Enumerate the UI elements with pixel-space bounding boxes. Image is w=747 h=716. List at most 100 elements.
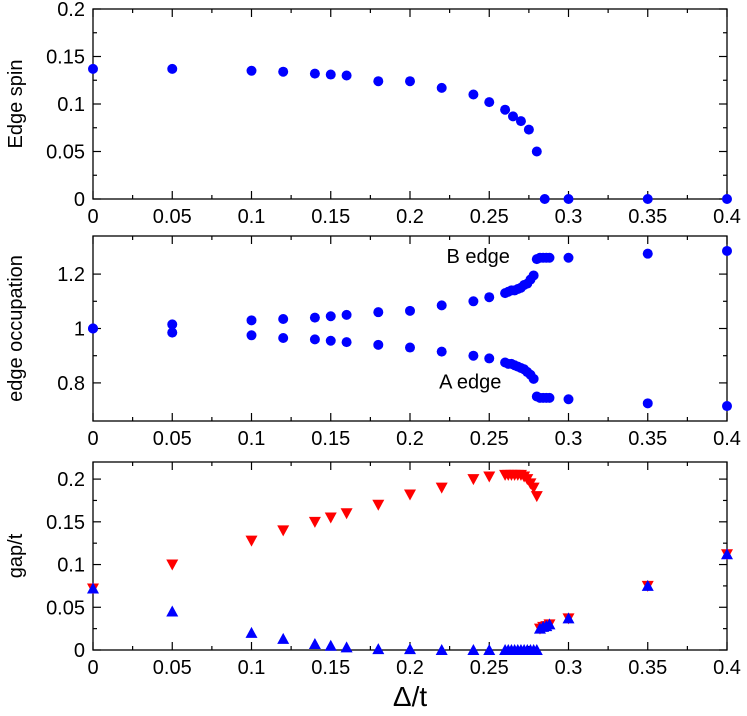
plot-frame	[92, 8, 728, 200]
data-point	[467, 644, 480, 655]
x-tick-label: 0.2	[396, 657, 424, 679]
data-point	[167, 319, 178, 330]
data-point	[484, 97, 495, 108]
x-tick-label: 0.35	[628, 657, 667, 679]
data-point	[641, 579, 654, 591]
data-point	[278, 66, 289, 77]
data-point	[372, 499, 385, 511]
data-point	[722, 194, 732, 204]
annotation-a-edge: A edge	[439, 371, 501, 393]
data-point	[468, 350, 479, 361]
data-point	[278, 333, 289, 344]
x-tick-label: 0.3	[555, 657, 583, 679]
y-axis-label: edge occupation	[5, 255, 27, 402]
y-tick-label: 0.2	[57, 0, 85, 21]
y-tick-label: 0.1	[57, 94, 85, 116]
data-point	[563, 194, 574, 204]
data-point	[543, 618, 556, 630]
data-point	[483, 644, 496, 655]
data-point	[642, 248, 653, 259]
data-point	[167, 63, 178, 74]
data-point	[563, 394, 574, 405]
y-tick-label: 0.05	[46, 142, 85, 164]
data-point	[435, 644, 448, 655]
x-tick-label: 0.05	[153, 428, 192, 450]
y-tick-label: 0	[74, 640, 85, 662]
x-tick-label: 0	[87, 657, 98, 679]
x-tick-label: 0.1	[238, 428, 266, 450]
y-tick-label: 0	[74, 189, 85, 211]
data-point	[325, 311, 336, 322]
data-point	[278, 313, 289, 324]
data-point	[563, 252, 574, 263]
data-point	[167, 327, 178, 338]
data-point	[500, 104, 511, 115]
data-point	[468, 89, 479, 100]
x-tick-label: 0	[87, 428, 98, 450]
data-point	[166, 605, 179, 617]
data-point	[325, 69, 336, 80]
y-axis-label: Edge spin	[5, 60, 27, 149]
data-point	[722, 245, 732, 256]
x-tick-label: 0.2	[396, 206, 424, 228]
data-point	[341, 70, 352, 81]
x-tick-label: 0.1	[238, 206, 266, 228]
x-tick-label: 0.4	[713, 657, 741, 679]
data-point	[528, 270, 539, 281]
data-point	[277, 525, 290, 537]
data-point	[166, 559, 179, 571]
panel-edge-spin: 0 0.05 0.1 0.15 0.2 0.25 0.3 0.35 0.4 0 0.05 0.1 0.1…	[5, 0, 741, 228]
data-point	[544, 252, 555, 263]
plot-frame	[92, 235, 728, 422]
data-point	[405, 305, 415, 316]
x-tick-label: 0	[87, 206, 98, 228]
data-point	[372, 643, 385, 655]
x-tick-label: 0.05	[153, 206, 192, 228]
data-point	[508, 111, 519, 122]
x-tick-label: 0.25	[470, 657, 509, 679]
panel-gap: 0 0.05 0.1 0.15 0.2 0.25 0.3 0.35 0.4 0 0.05 0.1 0.1…	[5, 461, 741, 712]
data-point	[373, 339, 384, 350]
y-tick-label: 1.2	[57, 264, 85, 286]
data-point	[309, 334, 320, 345]
data-point	[87, 582, 99, 594]
data-point	[325, 335, 336, 346]
y-tick-label: 1	[74, 319, 85, 341]
data-point	[722, 401, 732, 412]
data-point	[467, 474, 480, 486]
data-point	[436, 300, 447, 311]
data-point	[484, 292, 495, 303]
data-point	[88, 63, 98, 74]
y-axis-label: gap/t	[5, 533, 27, 578]
panel-edge-occupation: 0 0.05 0.1 0.15 0.2 0.25 0.3 0.35 0.4 0.8 1 1.2 edge…	[5, 235, 741, 450]
data-point	[484, 353, 495, 364]
x-tick-label: 0.15	[311, 206, 350, 228]
data-point	[527, 482, 540, 494]
y-tick-label: 0.2	[57, 469, 85, 491]
y-tick-label: 0.15	[46, 512, 85, 534]
data-point	[404, 489, 416, 501]
x-tick-label: 0.3	[555, 206, 583, 228]
data-point	[308, 638, 321, 650]
data-point	[245, 535, 258, 547]
data-point	[515, 116, 526, 127]
x-tick-label: 0.25	[470, 428, 509, 450]
x-tick-label: 0.35	[628, 428, 667, 450]
data-point	[642, 194, 653, 204]
x-tick-label: 0.3	[555, 428, 583, 450]
data-point	[436, 346, 447, 357]
data-point	[468, 296, 479, 307]
x-tick-label: 0.4	[713, 206, 741, 228]
x-tick-label: 0.25	[470, 206, 509, 228]
x-tick-label: 0.15	[311, 657, 350, 679]
x-tick-label: 0.2	[396, 428, 424, 450]
data-point	[373, 307, 384, 318]
data-point	[309, 312, 320, 323]
y-tick-label: 0.1	[57, 555, 85, 577]
data-point	[246, 315, 257, 326]
data-point	[277, 632, 290, 644]
data-point	[373, 76, 384, 87]
data-point	[436, 82, 447, 93]
data-point	[562, 612, 575, 624]
